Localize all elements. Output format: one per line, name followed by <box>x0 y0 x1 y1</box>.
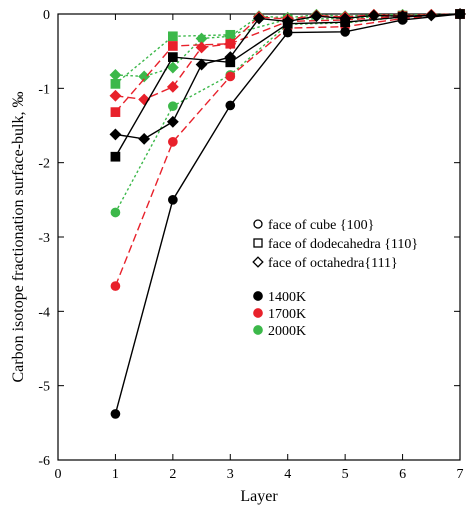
legend: face of cube {100} face of dodecahedra {1… <box>252 218 418 339</box>
data-point <box>168 41 178 51</box>
data-point <box>224 51 237 64</box>
data-point <box>166 115 179 128</box>
data-point <box>340 26 350 37</box>
data-point <box>225 71 236 82</box>
x-tick-label: 2 <box>169 467 176 482</box>
series-line <box>114 13 461 415</box>
data-point <box>168 52 178 62</box>
legend-color-label: 1400K <box>268 290 306 305</box>
data-point <box>281 15 294 28</box>
x-tick-label: 0 <box>55 467 62 482</box>
legend-color-dot <box>253 291 263 301</box>
data-point <box>367 9 380 22</box>
x-tick-label: 1 <box>112 467 119 482</box>
data-point <box>168 194 178 205</box>
series-line <box>114 13 461 213</box>
shape-legend: face of cube {100} face of dodecahedra {1… <box>252 218 418 271</box>
y-tick-label: -3 <box>38 231 50 246</box>
legend-shape-label: face of dodecahedra {110} <box>268 237 418 252</box>
legend-circle-icon <box>253 219 263 229</box>
data-point <box>110 151 121 162</box>
legend-color-dot <box>253 325 263 335</box>
legend-shape-label: face of octahedra{111} <box>268 256 398 271</box>
x-tick-label: 3 <box>227 467 234 482</box>
y-axis-title: Carbon isotope fractionation surface-bul… <box>10 91 27 382</box>
data-point <box>195 41 208 54</box>
legend-color-label: 1700K <box>268 307 306 322</box>
legend-color-dot <box>253 308 263 318</box>
data-point <box>109 69 122 81</box>
series-layer <box>109 8 466 419</box>
data-point <box>168 31 178 42</box>
data-point <box>310 10 323 23</box>
data-point <box>225 100 236 111</box>
legend-square-icon <box>253 238 263 248</box>
y-tick-label: -6 <box>38 454 50 469</box>
x-axis-title: Layer <box>240 488 278 505</box>
data-point <box>425 9 438 22</box>
data-point <box>109 89 122 102</box>
y-tick-label: -2 <box>38 157 50 172</box>
x-tick-label: 7 <box>457 467 464 482</box>
data-point <box>110 207 121 218</box>
data-point <box>253 12 265 25</box>
color-legend: 1400K 1700K 2000K <box>253 290 306 339</box>
y-tick-label: -4 <box>38 305 50 320</box>
legend-diamond-icon <box>252 256 264 268</box>
x-tick-label: 5 <box>342 467 349 482</box>
data-point <box>282 27 293 38</box>
legend-shape-label: face of cube {100} <box>268 218 374 233</box>
y-tick-label: 0 <box>43 8 50 23</box>
data-point <box>166 61 179 74</box>
series-diamond-1400K <box>109 8 466 145</box>
data-point <box>138 132 151 145</box>
data-point <box>110 409 121 419</box>
data-point <box>109 128 122 141</box>
x-tick-label: 4 <box>284 467 291 482</box>
data-point <box>168 137 178 147</box>
data-point <box>166 80 179 93</box>
ticks-layer: 0 1 2 3 4 5 6 7 -6 -5 -4 -3 -2 -1 0 <box>38 8 463 482</box>
data-point <box>110 281 121 291</box>
series-circle-2000K <box>110 9 465 218</box>
y-tick-label: -1 <box>38 82 50 97</box>
data-point <box>168 101 178 112</box>
data-point <box>110 79 121 89</box>
data-point <box>224 37 237 50</box>
data-point <box>110 107 121 117</box>
x-tick-label: 6 <box>399 467 406 482</box>
y-tick-label: -5 <box>38 380 50 395</box>
legend-color-label: 2000K <box>268 324 306 339</box>
data-point <box>195 58 208 71</box>
